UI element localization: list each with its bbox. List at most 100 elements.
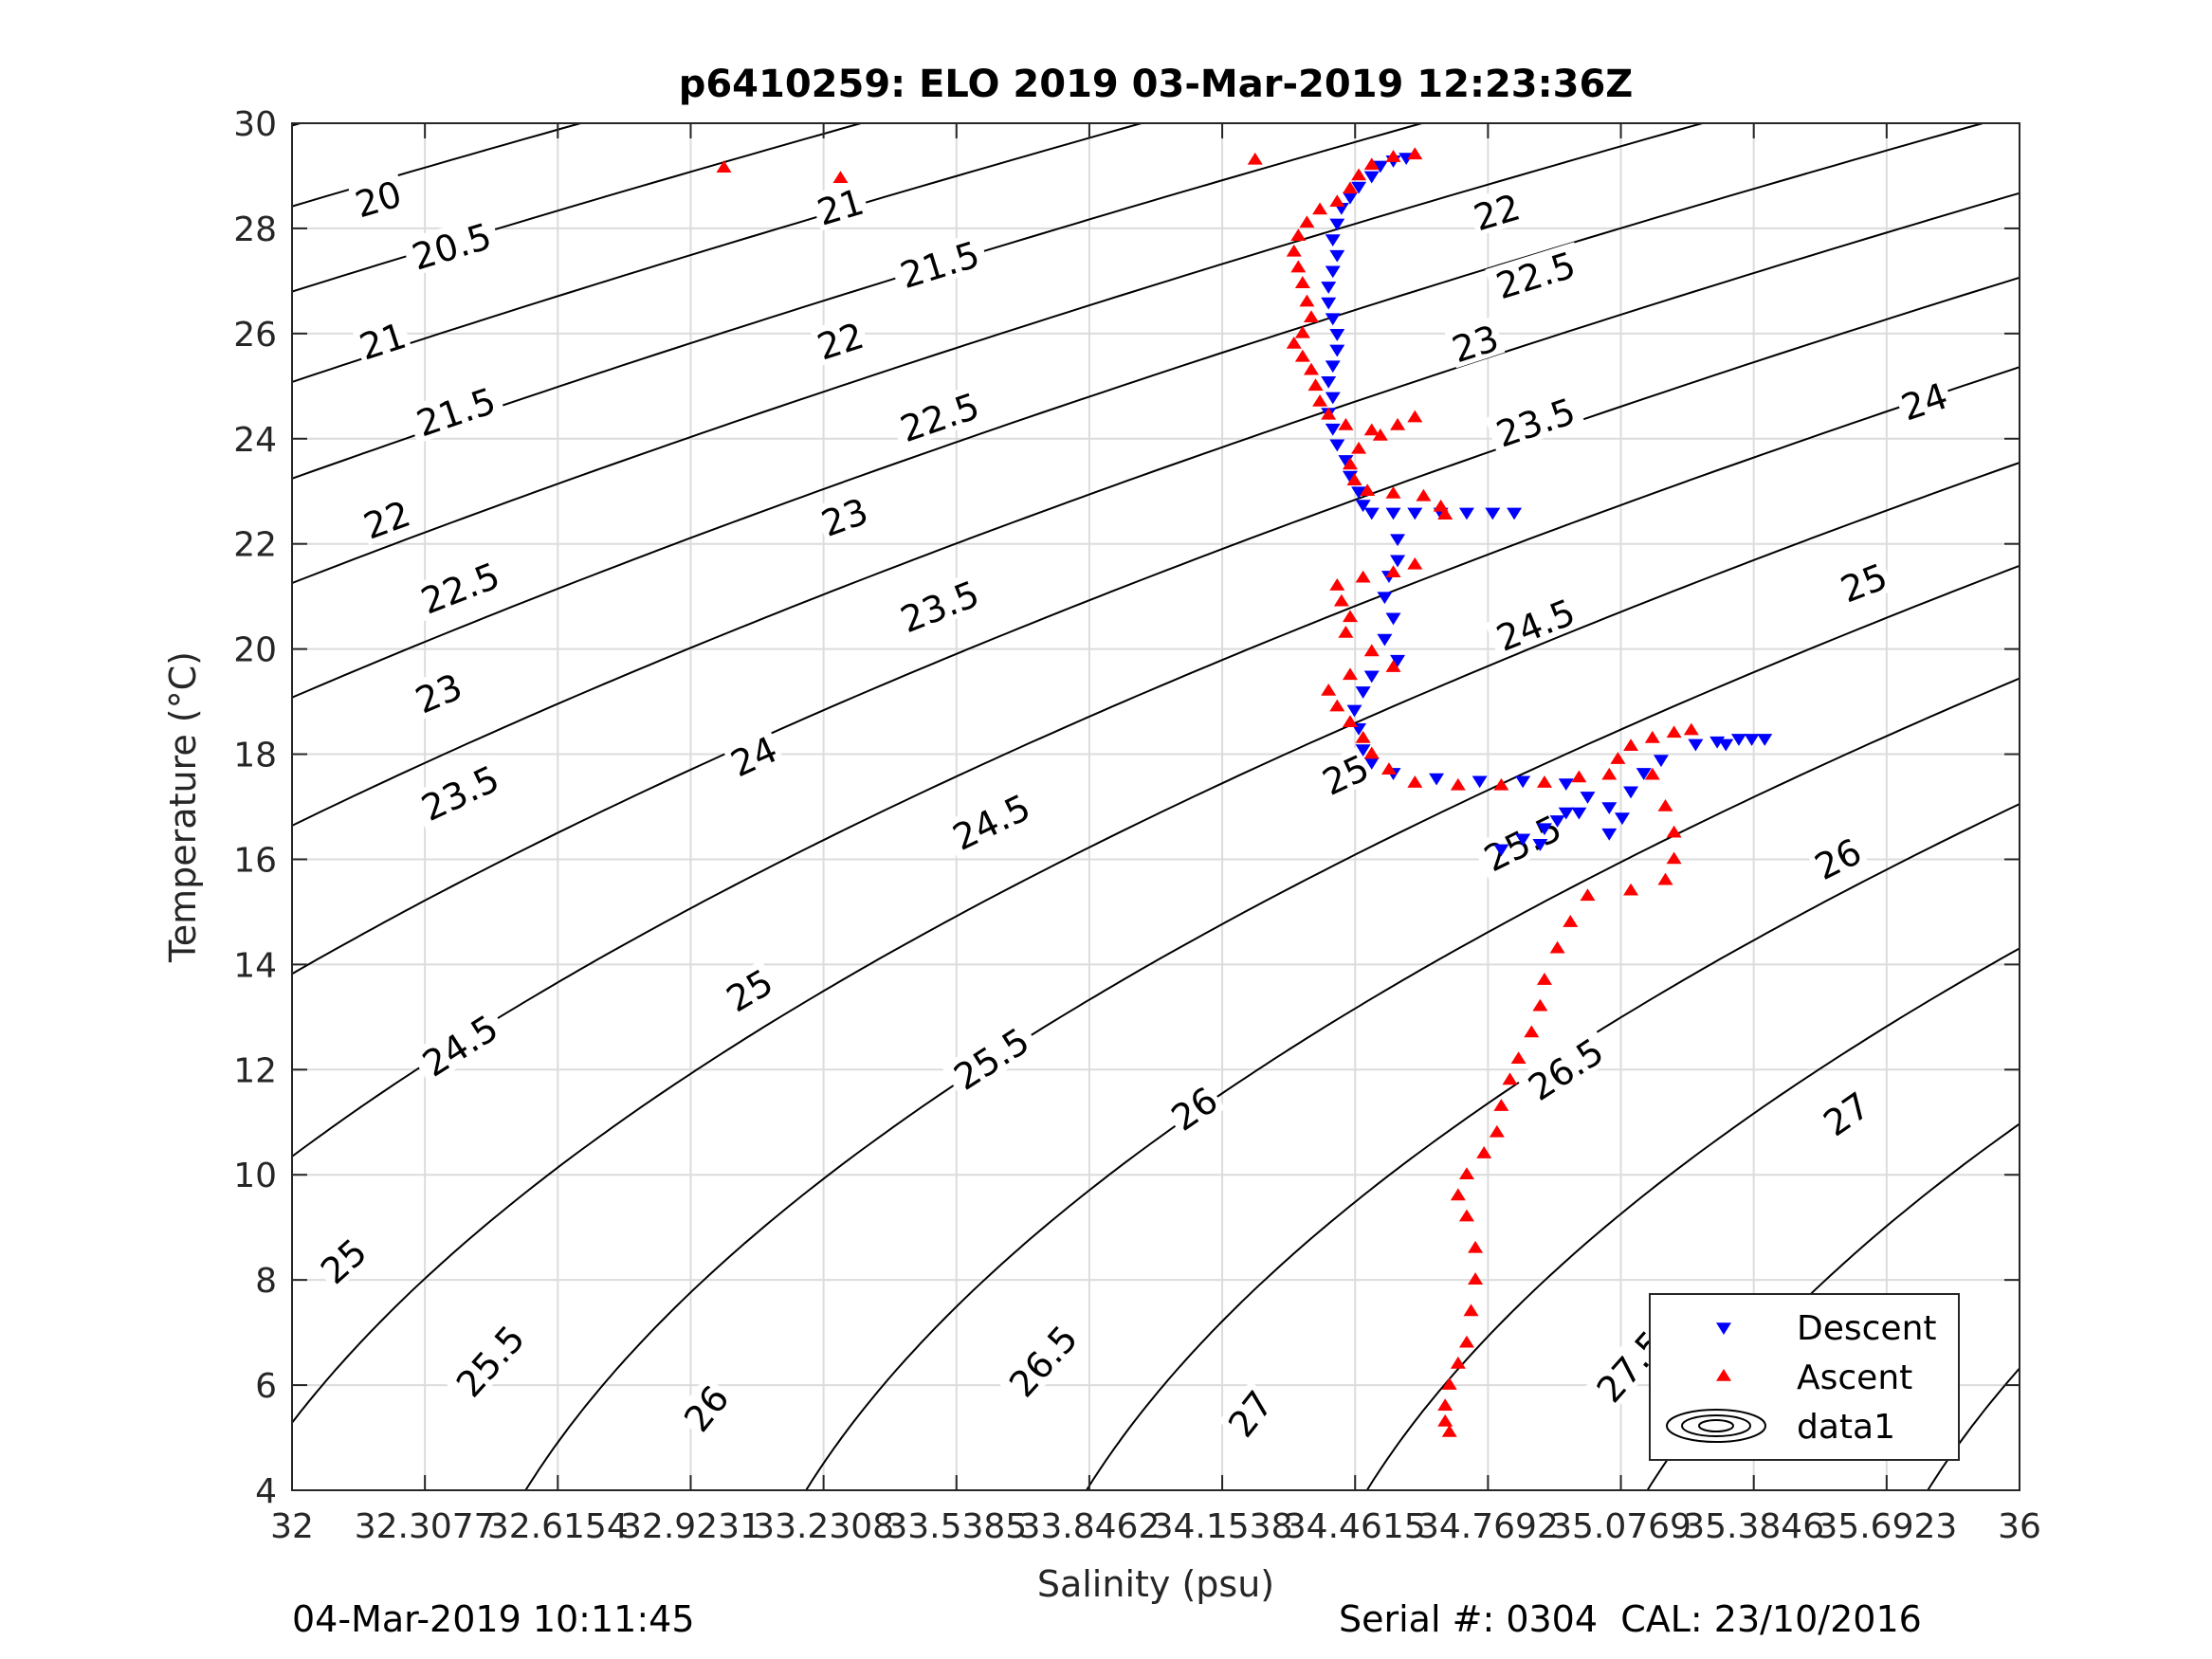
contour-label-bg bbox=[941, 783, 1041, 859]
legend-label: Ascent bbox=[1797, 1358, 1912, 1397]
ascent-point bbox=[1321, 407, 1337, 420]
ascent-point bbox=[1355, 730, 1371, 743]
ascent-point bbox=[1458, 1167, 1474, 1180]
y-tick-label: 24 bbox=[233, 421, 277, 460]
descent-point bbox=[1325, 423, 1341, 436]
contour-label-bg bbox=[444, 1312, 535, 1408]
ascent-point bbox=[1666, 851, 1682, 865]
ascent-point bbox=[1286, 336, 1302, 349]
ascent-point bbox=[1416, 488, 1432, 501]
x-tick-label: 32.6154 bbox=[487, 1507, 629, 1546]
legend-contour-icon bbox=[1666, 1409, 1766, 1443]
x-tick-label: 36 bbox=[1998, 1507, 2041, 1546]
x-tick-label: 34.1538 bbox=[1152, 1507, 1293, 1546]
ascent-point bbox=[1601, 767, 1618, 780]
ascent-point bbox=[1437, 1413, 1453, 1427]
ascent-point bbox=[1458, 1209, 1474, 1222]
descent-point bbox=[1580, 792, 1596, 804]
ascent-point bbox=[1407, 556, 1423, 570]
contour-label-bg bbox=[1466, 185, 1526, 237]
descent-point bbox=[1329, 329, 1345, 341]
isopycnal-line bbox=[1646, 1122, 2020, 1490]
ascent-point bbox=[1380, 762, 1397, 775]
series-ascent bbox=[716, 147, 1699, 1437]
ascent-point bbox=[1247, 152, 1263, 165]
descent-point bbox=[1338, 455, 1354, 467]
ascent-point bbox=[1312, 393, 1328, 407]
legend-ascent-marker bbox=[1716, 1369, 1731, 1381]
descent-point bbox=[1372, 160, 1388, 173]
x-tick-label: 35.6923 bbox=[1816, 1507, 1957, 1546]
footer-serial-cal: Serial #: 0304 CAL: 23/10/2016 bbox=[1339, 1598, 1922, 1640]
ascent-point bbox=[1307, 378, 1324, 392]
contour-label-bg bbox=[347, 172, 409, 224]
contour-label-bg bbox=[356, 491, 417, 545]
ascent-point bbox=[1580, 888, 1596, 902]
ascent-point bbox=[1493, 1099, 1509, 1111]
descent-point bbox=[1321, 282, 1337, 294]
descent-point bbox=[1549, 815, 1565, 828]
descent-point bbox=[1351, 486, 1367, 500]
ascent-point bbox=[1623, 738, 1639, 752]
ascent-point bbox=[1644, 730, 1660, 743]
contour-label-bg bbox=[410, 1003, 509, 1085]
data-series bbox=[716, 147, 1773, 1437]
legend-label: data1 bbox=[1797, 1408, 1895, 1447]
descent-point bbox=[1342, 470, 1358, 483]
descent-point bbox=[1377, 633, 1393, 647]
y-tick-label: 14 bbox=[233, 946, 277, 985]
y-tick-label: 22 bbox=[233, 526, 277, 565]
ascent-point bbox=[1563, 915, 1579, 927]
ascent-point bbox=[716, 160, 732, 173]
ascent-point bbox=[1683, 722, 1699, 736]
x-tick-label: 33.2308 bbox=[753, 1507, 894, 1546]
contour-label-bg bbox=[310, 1229, 375, 1292]
ascent-point bbox=[1437, 1398, 1453, 1412]
descent-point bbox=[1385, 612, 1401, 626]
descent-point bbox=[1614, 812, 1630, 826]
isopycnal-line bbox=[1365, 947, 2020, 1490]
ascent-point bbox=[1342, 181, 1358, 194]
contour-label-bg bbox=[409, 755, 510, 830]
x-tick-label: 32.3077 bbox=[355, 1507, 496, 1546]
contour-label-bg bbox=[1485, 242, 1585, 306]
ascent-point bbox=[1623, 883, 1639, 896]
contour-label-bg bbox=[409, 552, 510, 622]
descent-point bbox=[1329, 439, 1345, 452]
ascent-point bbox=[1342, 667, 1358, 681]
ascent-point bbox=[1407, 410, 1423, 423]
descent-point bbox=[1325, 392, 1341, 405]
ascent-point bbox=[1463, 1304, 1479, 1317]
descent-point bbox=[1485, 507, 1501, 520]
contour-label-bg bbox=[1313, 745, 1377, 802]
ascent-point bbox=[1385, 660, 1401, 672]
ascent-point bbox=[1321, 683, 1337, 696]
series-descent bbox=[1321, 153, 1773, 857]
descent-point bbox=[1363, 757, 1380, 770]
ascent-point bbox=[1441, 1424, 1457, 1437]
x-tick-label: 34.4615 bbox=[1285, 1507, 1426, 1546]
ascent-point bbox=[1333, 593, 1349, 607]
x-tick-label: 32.9231 bbox=[620, 1507, 761, 1546]
descent-point bbox=[1325, 360, 1341, 374]
ascent-point bbox=[1372, 428, 1388, 441]
ascent-point bbox=[1536, 775, 1552, 788]
ascent-point bbox=[1385, 486, 1401, 499]
descent-point bbox=[1329, 249, 1345, 263]
ascent-point bbox=[832, 171, 849, 184]
x-tick-label: 33.5385 bbox=[886, 1507, 1027, 1546]
ascent-point bbox=[1351, 441, 1367, 454]
ascent-point bbox=[1385, 565, 1401, 577]
ascent-point bbox=[1450, 777, 1466, 791]
descent-point bbox=[1363, 507, 1380, 520]
ascent-point bbox=[1363, 644, 1380, 657]
ascent-point bbox=[1407, 147, 1423, 160]
ascent-point bbox=[1303, 362, 1319, 375]
descent-point bbox=[1321, 297, 1337, 310]
descent-point bbox=[1558, 807, 1574, 820]
y-tick-label: 20 bbox=[233, 631, 277, 670]
descent-point bbox=[1536, 823, 1552, 836]
y-tick-label: 12 bbox=[233, 1051, 277, 1090]
descent-point bbox=[1515, 833, 1531, 847]
y-tick-label: 8 bbox=[255, 1262, 277, 1301]
